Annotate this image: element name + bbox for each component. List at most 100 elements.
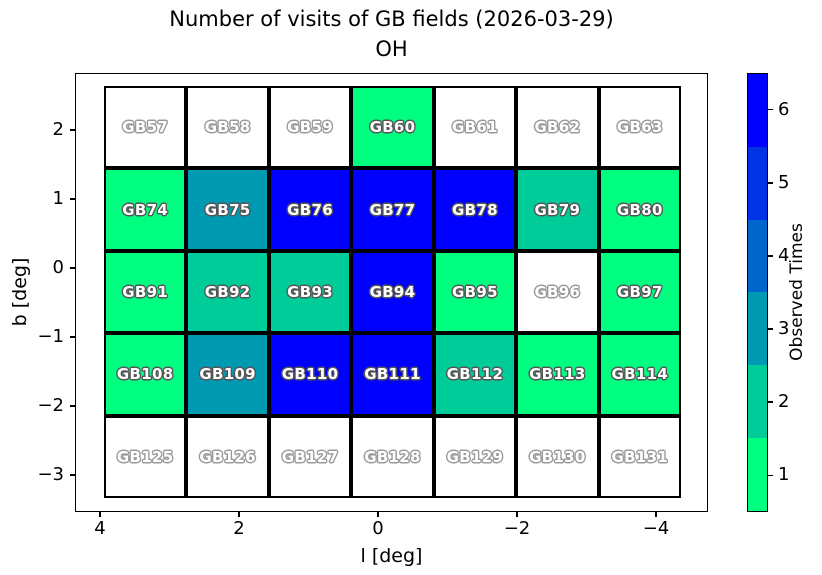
- grid-cell-label: GB93: [287, 282, 333, 301]
- grid-cell-label: GB61: [452, 118, 498, 137]
- grid-cell-label: GB78: [452, 200, 498, 219]
- grid-cell-GB94: GB94: [351, 250, 434, 334]
- grid-cell-label: GB126: [199, 447, 256, 466]
- y-tick-label: 2: [52, 119, 64, 140]
- grid-cell-label: GB62: [534, 118, 581, 137]
- grid-cell-label: GB76: [287, 200, 333, 219]
- grid-cell-GB113: GB113: [516, 333, 599, 416]
- grid-cell-GB97: GB97: [598, 250, 681, 334]
- grid-cell-label: GB96: [534, 282, 581, 301]
- y-tick-label: 0: [52, 257, 64, 278]
- y-axis-label: b [deg]: [9, 257, 31, 327]
- grid-cell-label: GB75: [204, 200, 251, 219]
- x-tick-label: −4: [642, 518, 670, 539]
- y-tick-label: 1: [52, 188, 64, 209]
- grid-cell-label: GB110: [281, 365, 339, 384]
- grid-cell-GB128: GB128: [351, 415, 434, 498]
- colorbar-band: [748, 438, 767, 511]
- grid-cell-GB109: GB109: [186, 333, 269, 416]
- grid-cell-label: GB97: [616, 282, 663, 301]
- colorbar-band: [748, 74, 767, 147]
- x-tick-label: 0: [372, 518, 384, 539]
- colorbar-tick-label: 2: [778, 391, 790, 413]
- grid-cell-GB131: GB131: [598, 415, 681, 498]
- chart-title: Number of visits of GB fields (2026-03-2…: [169, 7, 614, 31]
- grid-cell-GB75: GB75: [186, 168, 269, 251]
- colorbar-label: Observed Times: [787, 223, 807, 361]
- colorbar-tick-mark: [768, 255, 773, 257]
- y-tick-label: −1: [37, 326, 64, 347]
- y-tick-label: −2: [37, 395, 64, 416]
- grid-cell-GB111: GB111: [351, 333, 434, 416]
- x-tick-mark: [238, 512, 240, 517]
- grid-cell-label: GB112: [446, 365, 504, 384]
- y-tick-mark: [70, 405, 75, 407]
- y-tick-label: −3: [37, 464, 64, 485]
- colorbar-band: [748, 365, 767, 439]
- grid-cell-label: GB108: [116, 365, 174, 384]
- grid-cell-label: GB91: [122, 282, 169, 301]
- grid-cell-GB129: GB129: [433, 415, 517, 498]
- grid-cell-label: GB92: [204, 282, 251, 301]
- grid-cell-GB62: GB62: [516, 86, 599, 169]
- colorbar-band: [748, 219, 767, 293]
- grid-cell-GB96: GB96: [516, 250, 599, 334]
- x-tick-label: 2: [233, 518, 245, 539]
- colorbar-band: [748, 292, 767, 366]
- x-tick-label: −2: [503, 518, 531, 539]
- grid-cell-label: GB77: [369, 200, 416, 219]
- chart-subtitle: OH: [375, 37, 408, 61]
- grid-cell-label: GB127: [281, 447, 339, 466]
- grid-cell-label: GB129: [446, 447, 504, 466]
- grid-cell-label: GB114: [611, 365, 669, 384]
- grid-cell-label: GB59: [287, 118, 333, 137]
- grid-cell-label: GB80: [616, 200, 663, 219]
- colorbar-tick-mark: [768, 108, 773, 111]
- colorbar-tick-mark: [768, 181, 773, 184]
- grid-cell-label: GB128: [364, 447, 421, 466]
- grid-cell-label: GB57: [122, 118, 169, 137]
- x-tick-mark: [99, 512, 101, 517]
- grid-cell-GB95: GB95: [433, 250, 517, 334]
- y-tick-mark: [70, 198, 75, 200]
- colorbar-tick-label: 3: [778, 318, 790, 340]
- grid-cell-GB76: GB76: [268, 168, 352, 251]
- grid-cell-GB61: GB61: [433, 86, 517, 169]
- x-tick-mark: [655, 512, 657, 517]
- grid-cell-GB77: GB77: [351, 168, 434, 251]
- grid-cell-label: GB60: [369, 118, 416, 137]
- grid-cell-GB58: GB58: [186, 86, 269, 169]
- plot-area: GB57 GB58 GB59 GB60 GB61 GB62 GB63 GB74 GB75 GB76…: [75, 73, 708, 512]
- grid-cell-label: GB74: [122, 200, 169, 219]
- grid-cell-label: GB131: [611, 447, 669, 466]
- grid-cell-GB93: GB93: [268, 250, 352, 334]
- colorbar-tick-label: 5: [778, 171, 790, 193]
- grid-cell-GB130: GB130: [516, 415, 599, 498]
- grid-cell-label: GB113: [529, 365, 586, 384]
- grid-cell-label: GB94: [369, 282, 416, 301]
- x-tick-mark: [377, 512, 379, 517]
- grid-cell-GB108: GB108: [104, 333, 187, 416]
- x-axis-label: l [deg]: [360, 545, 423, 567]
- y-tick-mark: [70, 129, 75, 131]
- colorbar-tick-mark: [768, 474, 773, 477]
- grid-cell-GB74: GB74: [104, 168, 187, 251]
- grid-cell-GB60: GB60: [351, 86, 434, 169]
- grid-cell-label: GB111: [364, 365, 421, 384]
- grid-cell-label: GB95: [452, 282, 498, 301]
- grid-cell-label: GB125: [116, 447, 174, 466]
- grid-cell-GB125: GB125: [104, 415, 187, 498]
- grid-cell-GB59: GB59: [268, 86, 352, 169]
- x-tick-mark: [516, 512, 518, 517]
- colorbar: [747, 73, 768, 512]
- grid-cell-GB79: GB79: [516, 168, 599, 251]
- grid-cell-label: GB63: [616, 118, 663, 137]
- grid-cell-GB92: GB92: [186, 250, 269, 334]
- grid-cell-GB127: GB127: [268, 415, 352, 498]
- grid-cell-GB126: GB126: [186, 415, 269, 498]
- colorbar-band: [748, 146, 767, 220]
- x-tick-label: 4: [94, 518, 106, 539]
- grid-cell-GB78: GB78: [433, 168, 517, 251]
- grid-cell-GB112: GB112: [433, 333, 517, 416]
